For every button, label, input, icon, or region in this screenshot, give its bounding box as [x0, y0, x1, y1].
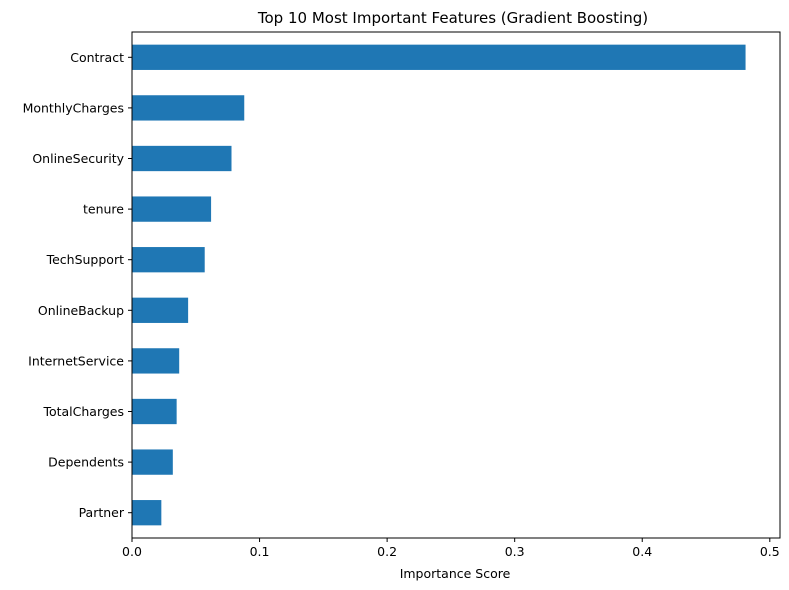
y-axis-ticks: Contract MonthlyCharges OnlineSecurity tenu… — [23, 50, 132, 520]
chart-title: Top 10 Most Important Features (Gradient… — [257, 9, 648, 27]
y-tick-label: Contract — [70, 50, 124, 65]
x-tick-label: 0.5 — [760, 544, 780, 559]
bar-contract — [132, 44, 746, 70]
bar-totalcharges — [132, 398, 177, 425]
y-tick-label: Dependents — [48, 455, 124, 470]
x-tick-label: 0.2 — [377, 544, 397, 559]
bar-techsupport — [132, 247, 205, 273]
y-tick-label: MonthlyCharges — [23, 100, 124, 115]
y-tick-label: TechSupport — [46, 252, 125, 267]
x-tick-label: 0.4 — [632, 544, 652, 559]
bar-internetservice — [132, 348, 180, 374]
x-tick-label: 0.1 — [250, 544, 270, 559]
bar-dependents — [132, 449, 173, 475]
y-tick-label: InternetService — [28, 353, 124, 368]
x-tick-label: 0.3 — [505, 544, 525, 559]
x-axis-ticks: 0.0 0.1 0.2 0.3 0.4 0.5 — [122, 538, 780, 559]
plot-frame — [131, 31, 781, 539]
bar-partner — [132, 500, 162, 526]
bar-onlinesecurity — [132, 145, 232, 172]
x-tick-label: 0.0 — [122, 544, 142, 559]
x-axis-label: Importance Score — [400, 566, 511, 581]
y-tick-label: TotalCharges — [42, 404, 124, 419]
bar-onlinebackup — [132, 297, 189, 323]
y-tick-label: Partner — [79, 505, 125, 520]
bars-group — [132, 44, 746, 526]
bar-monthlycharges — [132, 95, 245, 121]
y-tick-label: tenure — [83, 202, 124, 217]
y-tick-label: OnlineBackup — [38, 303, 124, 318]
bar-tenure — [132, 196, 212, 222]
y-tick-label: OnlineSecurity — [32, 151, 124, 166]
